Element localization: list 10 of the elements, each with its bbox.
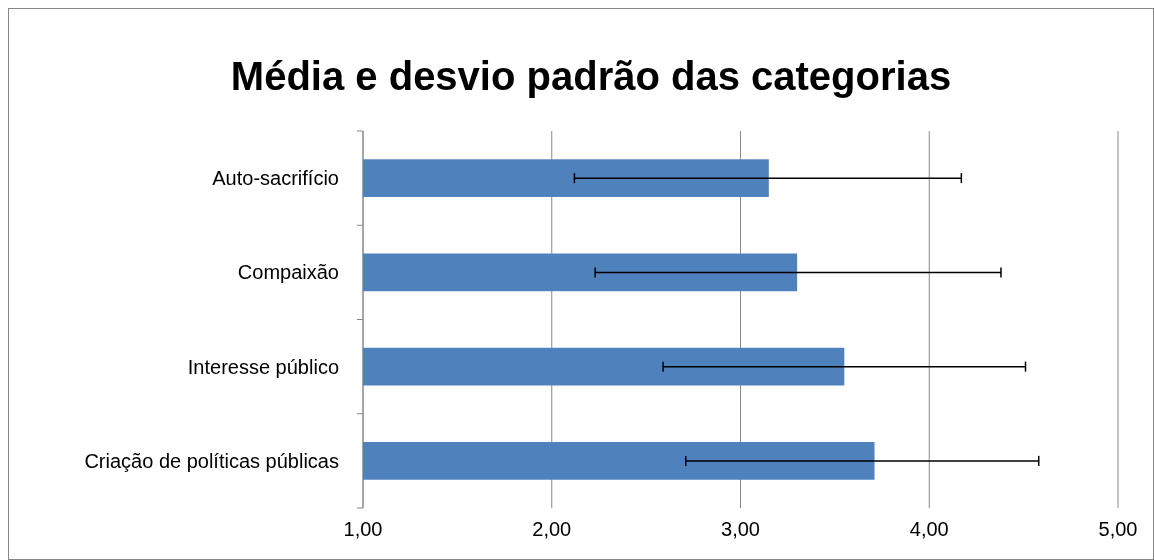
x-tick-label: 1,00 <box>343 518 383 540</box>
x-tick-label: 5,00 <box>1098 518 1138 540</box>
x-tick-label: 3,00 <box>721 518 760 540</box>
y-tick-label: Compaixão <box>237 261 339 284</box>
y-tick-label: Interesse público <box>187 355 339 378</box>
y-tick-label: Auto-sacrifício <box>212 167 339 190</box>
chart-title: Média e desvio padrão das categorias <box>230 54 952 98</box>
x-tick-label: 2,00 <box>532 518 572 540</box>
y-tick-label: Criação de políticas públicas <box>84 449 339 472</box>
x-tick-label: 4,00 <box>909 518 949 540</box>
